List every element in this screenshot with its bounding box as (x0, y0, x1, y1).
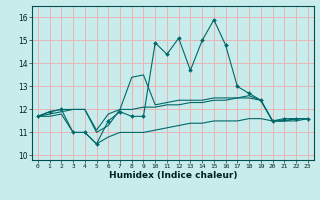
X-axis label: Humidex (Indice chaleur): Humidex (Indice chaleur) (108, 171, 237, 180)
